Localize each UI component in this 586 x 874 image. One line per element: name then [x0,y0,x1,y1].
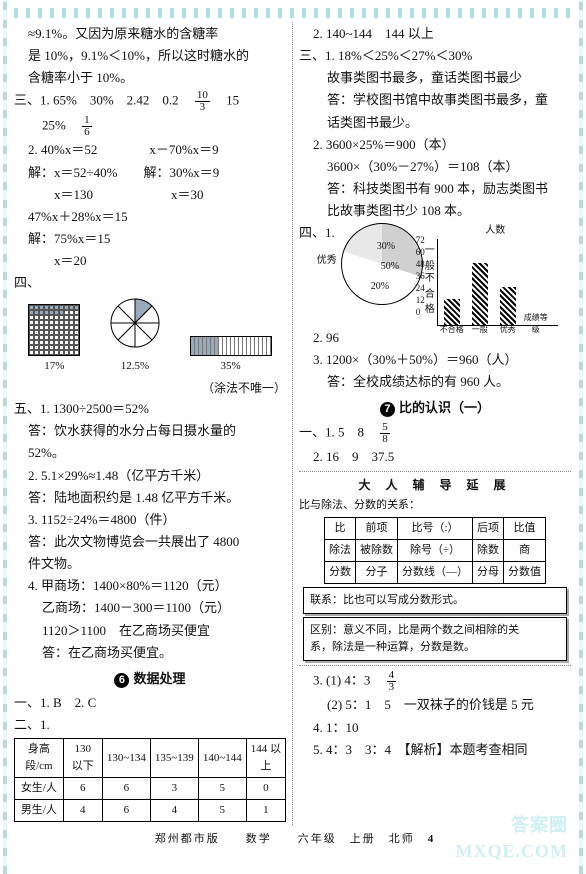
border-right [579,0,583,874]
note: （涂法不唯一） [14,379,286,398]
text-line: 比故事类图书少 108 本。 [299,201,571,221]
sub-header: 大 人 辅 导 延 展 [299,476,571,495]
text-line: 3. 1200×（30%＋50%）＝960（人） [299,350,571,370]
section-si: 四、 [14,273,286,293]
page-number: 4 [428,833,436,845]
text-line: 联系：比也可以写成分数形式。 [310,592,560,609]
border-left [3,0,7,874]
si-label: 四、 [14,275,40,290]
text-line: 三、1. 18%＜25%＜27%＜30% [299,46,571,66]
grid-17pct: 17% [28,304,80,375]
note-box: 区别：意义不同，比是两个数之间相除的关 系，除法是一种运算，分数是数。 [303,617,567,661]
pie-pct: 20% [371,279,389,295]
pie-icon [109,297,161,349]
text-line: 4. 甲商场：1400×80%＝1120（元） [14,576,286,596]
two-column-layout: ≈9.1%。又因为原来糖水的含糖率 是 10%，9.1%＜10%，所以这时糖水的… [14,22,576,825]
note-box: 联系：比也可以写成分数形式。 [303,587,567,614]
box-title: 比与除法、分数的关系： [299,497,571,514]
chart-body: 7260483624120不合格一般优秀成绩等级 [437,239,558,326]
text-line: 话类图书最少。 [299,113,571,133]
pie-pct: 50% [381,259,399,275]
text-line: 答：全校成绩达标的有 960 人。 [299,372,571,392]
text-line: 解：75%x＝15 [14,229,286,249]
section-si-figures: 四、1. 优秀 30% 一般 50% 不合格 20% 人数 7260483624… [299,223,571,326]
height-table: 身高段/cm130 以下130~134135~139140~144144 以上女… [14,738,286,822]
left-column: ≈9.1%。又因为原来糖水的含糖率 是 10%，9.1%＜10%，所以这时糖水的… [14,22,293,825]
caption: 12.5% [109,358,161,375]
text-line: 1120＞1100 在乙商场买便宜 [14,621,286,641]
text-line: (2) 5：1 5 一双袜子的价钱是 5 元 [299,695,571,715]
caption: 35% [190,358,272,375]
text-line: 区别：意义不同，比是两个数之间相除的关 [310,622,560,639]
text-line: 含糖率小于 10%。 [14,68,286,88]
text-line: 2. 3600×25%＝900（本） [299,135,571,155]
text-line: 2. 16 9 37.5 [299,447,571,467]
text-line: 答：在乙商场买便宜。 [14,643,286,663]
pie-chart: 优秀 30% 一般 50% 不合格 20% [341,223,427,305]
si-label: 四、1. [299,223,335,243]
wave-decoration [14,8,576,18]
section-7-header: 7比的认识（一） [299,398,571,418]
strip-icon [190,336,272,356]
text-line: 解：x＝52÷40% 解：30%x＝9 [14,163,286,183]
right-column: 2. 140~144 144 以上 三、1. 18%＜25%＜27%＜30% 故… [299,22,571,825]
fraction-10-3: 103 [195,90,210,113]
text-line: 乙商场：1400－300＝1100（元） [14,598,286,618]
circle-number-icon: 7 [380,402,395,417]
text-line: 二、1. [14,715,286,735]
text-line: 系，除法是一种运算，分数是数。 [310,639,560,656]
text-line: 一、1. 5 8 58 [299,422,571,445]
strip-35pct: 35% [190,336,272,375]
pie-12p5: 12.5% [109,297,161,374]
text-line: x＝20 [14,251,286,271]
section-6-header: 6数据处理 [14,669,286,689]
text-line: 故事类图书最多，童话类图书最少 [299,68,571,88]
text-line: 2. 140~144 144 以上 [299,24,571,44]
text-line: 25% 16 [14,115,286,138]
text-line: 答：科技类图书有 900 本，励志类图书 [299,179,571,199]
chart-title: 人数 [433,223,558,239]
page-root: ≈9.1%。又因为原来糖水的含糖率 是 10%，9.1%＜10%，所以这时糖水的… [0,0,586,874]
text-line: 答：饮水获得的水分占每日摄水量的 [14,421,286,441]
text-line: 2. 5.1×29%≈1.48（亿平方千米） [14,466,286,486]
shading-figures: 17% 12.5% [14,297,286,374]
text-line: 3600×（30%－27%）＝108（本） [299,157,571,177]
circle-number-icon: 6 [114,673,129,688]
text-line: 是 10%，9.1%＜10%，所以这时糖水的 [14,46,286,66]
caption: 17% [28,358,80,375]
text-line: x＝130 x＝30 [14,185,286,205]
text-line: 答：此次文物博览会一共展出了 4800 [14,532,286,552]
text-line: 五、1. 1300÷2500＝52% [14,399,286,419]
text-line: 47%x＋28%x＝15 [14,207,286,227]
pie-pct: 30% [377,239,395,255]
dotted-rule [299,665,571,666]
text-line: 3. (1) 4：3 43 [299,670,571,693]
footer: 郑州都市版 数学 六年级 上册 北师 4 [14,831,576,848]
text-line: 件文物。 [14,554,286,574]
text-line: 52%。 [14,443,286,463]
text-line: 5. 4：3 3：4 【解析】本题考查相同 [299,740,571,760]
fraction-5-8: 58 [380,422,390,445]
text-line: 3. 1152÷24%＝4800（件） [14,510,286,530]
text-line: 答：学校图书馆中故事类图书最多，童 [299,90,571,110]
bar-chart: 人数 7260483624120不合格一般优秀成绩等级 [433,223,558,326]
text-line: 答：陆地面积约是 1.48 亿平方千米。 [14,488,286,508]
dotted-rule [299,471,571,472]
grid-icon [28,304,80,356]
text-line: ≈9.1%。又因为原来糖水的含糖率 [14,24,286,44]
pie-label: 优秀 [317,253,337,269]
relation-table: 比前项比号（:）后项比值除法被除数除号（÷）除数商分数分子分数线（—）分母分数值 [324,517,546,584]
text-line: 一、1. B 2. C [14,693,286,713]
text-line: 2. 40%x＝52 x－70%x＝9 [14,140,286,160]
item-san-1: 三、1. 65% 30% 2.42 0.2 103 15 [14,90,286,113]
text-line: 4. 1：10 [299,718,571,738]
fraction-1-6: 16 [82,115,92,138]
fraction-4-3: 43 [387,670,397,693]
